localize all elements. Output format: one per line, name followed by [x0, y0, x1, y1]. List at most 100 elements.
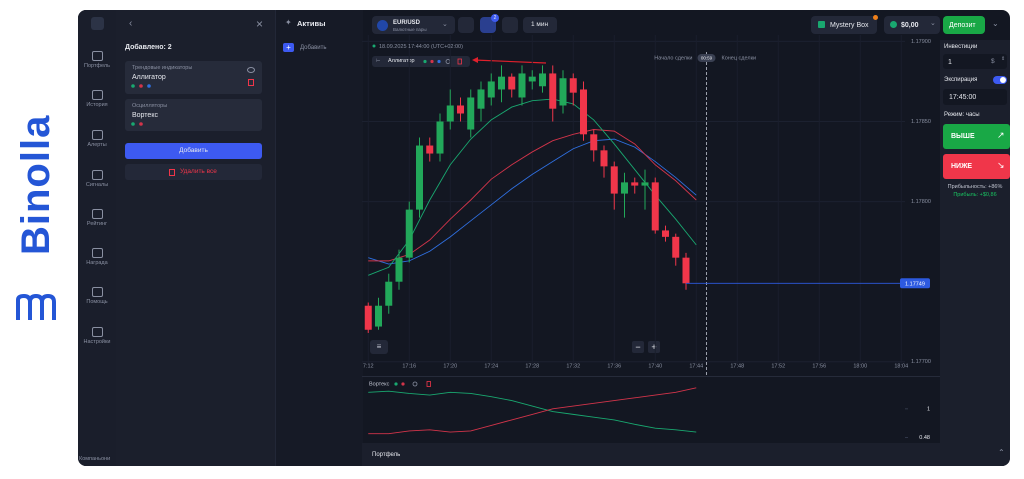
- indicator-name: Вортекс: [132, 112, 158, 119]
- indicators-panel: ‹ × Добавлено: 2 Трендовые индикаторы Ал…: [116, 10, 275, 466]
- investment-label: Инвестиции: [944, 44, 978, 50]
- color-dots: [131, 84, 151, 88]
- zoom-in[interactable]: +: [648, 341, 660, 353]
- indicator-category: Осцилляторы: [132, 103, 168, 109]
- balance-label: $0,00: [901, 22, 919, 29]
- sidebar-label[interactable]: Награда: [86, 260, 108, 266]
- sidebar-label[interactable]: Сигналы: [85, 182, 109, 188]
- asset: EUR/USD: [393, 20, 421, 26]
- sidebar-icon: [92, 327, 103, 337]
- up-arrow: ↗: [997, 130, 1005, 140]
- trade-panel: Инвестиции 1 $ ⇕ Экспирация 17:45:00 Реж…: [940, 40, 1010, 443]
- profit: Прибыль: +$0,86: [953, 192, 997, 198]
- sparkle-icon: ✦: [285, 18, 292, 27]
- sidebar-icon: [92, 287, 103, 297]
- deposit-button[interactable]: Депозит: [943, 16, 985, 34]
- mystery-box[interactable]: Mystery Box: [811, 15, 878, 34]
- sidebar-footer[interactable]: Компаньони: [79, 456, 111, 462]
- sidebar-label[interactable]: Портфель: [84, 63, 110, 69]
- back[interactable]: ‹: [129, 18, 133, 29]
- trash-icon[interactable]: [248, 79, 254, 86]
- sidebar-icon: [92, 170, 103, 180]
- sidebar-icon: [92, 209, 103, 219]
- app-frame: Портфель История Алерты Сигналы Рейтинг Награ…: [78, 10, 1010, 466]
- investment-input[interactable]: 1 $ ⇕: [943, 54, 1007, 69]
- remove-all-label: Удалить все: [180, 168, 217, 175]
- sidebar-label[interactable]: Алерты: [87, 142, 107, 148]
- red-arrow: [472, 57, 547, 64]
- sidebar-icon: [92, 130, 103, 140]
- deposit-label: Депозит: [949, 22, 976, 29]
- timeframe[interactable]: 1 мин: [523, 17, 557, 33]
- sidebar: Портфель История Алерты Сигналы Рейтинг Награ…: [78, 10, 116, 466]
- sidebar-icon: [92, 248, 103, 258]
- up-button[interactable]: ВЫШЕ ↗: [943, 124, 1010, 149]
- add-button[interactable]: Добавить: [125, 143, 262, 159]
- mystery-box-label: Mystery Box: [830, 22, 869, 29]
- pane-divider: [362, 376, 940, 377]
- asset-type: Валютные пары: [393, 27, 427, 32]
- expiration-label: Экспирация: [944, 77, 978, 83]
- indicator-card[interactable]: Трендовые индикаторы Аллигатор: [125, 61, 262, 94]
- tag-controls: [423, 58, 462, 65]
- down-arrow: ↘: [997, 160, 1005, 170]
- chart-type-button[interactable]: [458, 17, 474, 33]
- indicator-category: Трендовые индикаторы: [132, 65, 193, 71]
- add-label: Добавить: [179, 147, 208, 154]
- close[interactable]: ×: [256, 17, 264, 31]
- logo-icon: [91, 17, 104, 30]
- sidebar-label[interactable]: Помощь: [86, 299, 108, 305]
- indicators-button[interactable]: 2: [480, 14, 499, 33]
- wallet-icon: [890, 21, 897, 28]
- sidebar-label[interactable]: Настройки: [83, 339, 111, 345]
- down-button[interactable]: НИЖЕ ↘: [943, 154, 1010, 179]
- expiration-input[interactable]: 17:45:00: [943, 89, 1007, 105]
- mode-toggle[interactable]: [993, 76, 1007, 84]
- timeframe-label: 1 мин: [531, 21, 549, 28]
- badge-text: 2: [493, 15, 497, 21]
- down-label: НИЖЕ: [951, 163, 973, 170]
- chevron: ⌄: [930, 20, 936, 27]
- toggle-knob: [1000, 77, 1006, 83]
- assets-title: Активы: [297, 19, 326, 28]
- mode: Режим: часы: [944, 112, 980, 118]
- menu-chevron[interactable]: ⌄: [992, 19, 999, 28]
- remove-all-button[interactable]: Удалить все: [125, 164, 262, 180]
- balance[interactable]: $0,00 ⌄: [884, 16, 940, 34]
- badge: 2: [491, 14, 499, 22]
- currency: $: [991, 58, 995, 65]
- tag-icon: ⊢: [376, 58, 381, 64]
- indicator-tag[interactable]: ⊢ Аллигатор: [372, 56, 470, 67]
- caret: ⌃: [998, 448, 1005, 457]
- notice-dot: [873, 15, 878, 20]
- asset-selector[interactable]: EUR/USD Валютные пары ⌄: [372, 16, 455, 34]
- sidebar-icon: [92, 90, 103, 100]
- add-icon[interactable]: +: [283, 43, 294, 52]
- eye-icon[interactable]: [247, 67, 255, 73]
- payout: Прибыльность: +86%: [947, 184, 1003, 190]
- spinner[interactable]: ⇕: [1001, 56, 1006, 62]
- gift-icon: [818, 21, 825, 28]
- color-dots: [131, 122, 143, 126]
- chevron: ⌄: [442, 21, 448, 28]
- investment: 1: [948, 59, 952, 66]
- indicator-card[interactable]: Осцилляторы Вортекс: [125, 99, 262, 131]
- expiration: 17:45:00: [949, 94, 977, 101]
- settings-button[interactable]: ≡: [370, 340, 388, 354]
- brand-logo: [16, 293, 56, 320]
- sidebar-icon: [92, 51, 103, 61]
- bottom-bar-label: Портфель: [372, 452, 401, 458]
- draw-button[interactable]: [502, 17, 518, 33]
- brand: Binolla: [14, 114, 58, 255]
- bottom-bar[interactable]: Портфель ⌃: [362, 443, 1010, 466]
- zoom-out[interactable]: −: [632, 341, 644, 353]
- panel-title: Добавлено: 2: [125, 44, 172, 51]
- assets-panel: ✦ Активы + Добавить: [275, 10, 363, 466]
- tag-label: Аллигатор: [388, 58, 415, 64]
- sidebar-label[interactable]: История: [86, 102, 108, 108]
- indicator-name: Аллигатор: [132, 74, 166, 81]
- assets-add[interactable]: Добавить: [300, 45, 327, 51]
- flag: [377, 20, 388, 31]
- sidebar-label[interactable]: Рейтинг: [86, 221, 108, 227]
